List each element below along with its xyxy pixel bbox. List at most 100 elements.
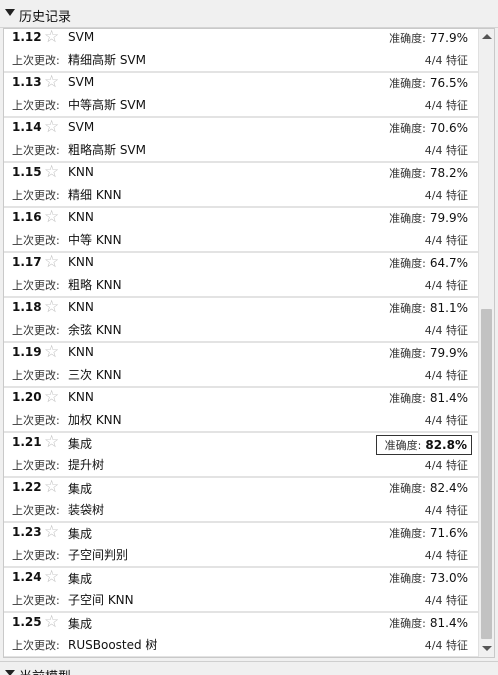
favorite-star-icon[interactable]: ☆ bbox=[44, 342, 60, 362]
last-change-label: 上次更改: bbox=[12, 234, 60, 247]
history-panel-title: 历史记录 bbox=[19, 10, 72, 25]
favorite-star-icon[interactable]: ☆ bbox=[44, 117, 60, 137]
model-type: SVM bbox=[68, 30, 95, 44]
model-type: KNN bbox=[68, 390, 94, 404]
accuracy-label: 准确度: bbox=[389, 482, 426, 495]
model-type: 集成 bbox=[68, 572, 93, 586]
model-number: 1.20 bbox=[12, 390, 42, 404]
accuracy-value: 73.0% bbox=[429, 571, 468, 585]
accuracy-label: 准确度: bbox=[389, 77, 426, 90]
collapse-caret-icon[interactable] bbox=[5, 9, 15, 16]
history-panel-header[interactable]: 历史记录 bbox=[0, 0, 498, 28]
scroll-up-arrow-icon[interactable] bbox=[482, 34, 492, 39]
history-row[interactable]: 1.12 ☆ SVM 上次更改: 精细高斯 SVM 准确度: 77.9% 4/4 特征 bbox=[4, 28, 478, 73]
accuracy: 准确度: 71.6% bbox=[389, 525, 468, 541]
model-type: 集成 bbox=[68, 482, 93, 496]
scroll-thumb[interactable] bbox=[481, 309, 492, 639]
accuracy: 准确度: 78.2% bbox=[389, 165, 468, 181]
favorite-star-icon[interactable]: ☆ bbox=[44, 612, 60, 632]
history-row[interactable]: 1.24 ☆ 集成 上次更改: 子空间 KNN 准确度: 73.0% 4/4 特征 bbox=[4, 568, 478, 613]
last-change-value: 装袋树 bbox=[68, 503, 105, 517]
feature-count: 4/4 特征 bbox=[424, 144, 468, 157]
last-change-label: 上次更改: bbox=[12, 504, 60, 517]
favorite-star-icon[interactable]: ☆ bbox=[44, 252, 60, 272]
accuracy-value: 78.2% bbox=[429, 166, 468, 180]
favorite-star-icon[interactable]: ☆ bbox=[44, 567, 60, 587]
feature-count: 4/4 特征 bbox=[424, 369, 468, 382]
feature-count: 4/4 特征 bbox=[424, 234, 468, 247]
accuracy-value: 79.9% bbox=[429, 211, 468, 225]
feature-count: 4/4 特征 bbox=[424, 54, 468, 67]
accuracy: 准确度: 73.0% bbox=[389, 570, 468, 586]
history-row[interactable]: 1.20 ☆ KNN 上次更改: 加权 KNN 准确度: 81.4% 4/4 特征 bbox=[4, 388, 478, 433]
feature-count: 4/4 特征 bbox=[424, 324, 468, 337]
model-type: SVM bbox=[68, 75, 95, 89]
model-number: 1.17 bbox=[12, 255, 42, 269]
accuracy-value: 82.4% bbox=[429, 481, 468, 495]
history-row[interactable]: 1.14 ☆ SVM 上次更改: 粗略高斯 SVM 准确度: 70.6% 4/4 特征 bbox=[4, 118, 478, 163]
favorite-star-icon[interactable]: ☆ bbox=[44, 72, 60, 92]
history-row[interactable]: 1.23 ☆ 集成 上次更改: 子空间判别 准确度: 71.6% 4/4 特征 bbox=[4, 523, 478, 568]
model-number: 1.12 bbox=[12, 30, 42, 44]
accuracy-value: 81.4% bbox=[429, 391, 468, 405]
history-row[interactable]: 1.25 ☆ 集成 上次更改: RUSBoosted 树 准确度: 81.4% 4/4 特征 bbox=[4, 612, 478, 657]
history-row[interactable]: 1.16 ☆ KNN 上次更改: 中等 KNN 准确度: 79.9% 4/4 特征 bbox=[4, 208, 478, 253]
last-change-label: 上次更改: bbox=[12, 99, 60, 112]
favorite-star-icon[interactable]: ☆ bbox=[44, 28, 60, 47]
current-model-panel-header[interactable]: 当前模型 bbox=[0, 661, 498, 675]
favorite-star-icon[interactable]: ☆ bbox=[44, 387, 60, 407]
last-change-value: 精细高斯 SVM bbox=[68, 53, 146, 67]
model-number: 1.14 bbox=[12, 120, 42, 134]
accuracy-label: 准确度: bbox=[389, 32, 426, 45]
favorite-star-icon[interactable]: ☆ bbox=[44, 477, 60, 497]
favorite-star-icon[interactable]: ☆ bbox=[44, 522, 60, 542]
accuracy-value: 64.7% bbox=[429, 256, 468, 270]
history-row[interactable]: 1.17 ☆ KNN 上次更改: 粗略 KNN 准确度: 64.7% 4/4 特征 bbox=[4, 253, 478, 298]
last-change-label: 上次更改: bbox=[12, 324, 60, 337]
history-row[interactable]: 1.18 ☆ KNN 上次更改: 余弦 KNN 准确度: 81.1% 4/4 特征 bbox=[4, 298, 478, 343]
model-number: 1.19 bbox=[12, 345, 42, 359]
collapse-caret-icon[interactable] bbox=[5, 670, 15, 675]
feature-count: 4/4 特征 bbox=[424, 279, 468, 292]
accuracy: 准确度: 82.8% bbox=[375, 435, 472, 455]
accuracy-value: 79.9% bbox=[429, 346, 468, 360]
last-change-label: 上次更改: bbox=[12, 594, 60, 607]
last-change-value: 子空间判别 bbox=[68, 548, 129, 562]
accuracy-label: 准确度: bbox=[389, 122, 426, 135]
last-change-value: 中等高斯 SVM bbox=[68, 98, 146, 112]
model-number: 1.22 bbox=[12, 480, 42, 494]
favorite-star-icon[interactable]: ☆ bbox=[44, 297, 60, 317]
last-change-value: RUSBoosted 树 bbox=[68, 638, 158, 652]
accuracy: 准确度: 77.9% bbox=[389, 30, 468, 46]
last-change-value: 精细 KNN bbox=[68, 188, 122, 202]
model-number: 1.18 bbox=[12, 300, 42, 314]
vertical-scrollbar[interactable] bbox=[478, 29, 494, 657]
model-type: KNN bbox=[68, 255, 94, 269]
model-type: 集成 bbox=[68, 437, 93, 451]
last-change-value: 三次 KNN bbox=[68, 368, 122, 382]
history-row[interactable]: 1.13 ☆ SVM 上次更改: 中等高斯 SVM 准确度: 76.5% 4/4 特征 bbox=[4, 73, 478, 118]
model-number: 1.23 bbox=[12, 525, 42, 539]
favorite-star-icon[interactable]: ☆ bbox=[44, 432, 60, 452]
last-change-value: 粗略高斯 SVM bbox=[68, 143, 146, 157]
history-list[interactable]: 1.12 ☆ SVM 上次更改: 精细高斯 SVM 准确度: 77.9% 4/4 特征 1.13… bbox=[3, 28, 495, 658]
feature-count: 4/4 特征 bbox=[424, 549, 468, 562]
scroll-down-arrow-icon[interactable] bbox=[482, 646, 492, 651]
accuracy-label: 准确度: bbox=[389, 572, 426, 585]
history-row[interactable]: 1.15 ☆ KNN 上次更改: 精细 KNN 准确度: 78.2% 4/4 特征 bbox=[4, 163, 478, 208]
history-row[interactable]: 1.19 ☆ KNN 上次更改: 三次 KNN 准确度: 79.9% 4/4 特征 bbox=[4, 343, 478, 388]
accuracy-value: 81.4% bbox=[429, 616, 468, 630]
history-row[interactable]: 1.21 ☆ 集成 上次更改: 提升树 准确度: 82.8% 4/4 特征 bbox=[4, 433, 478, 478]
favorite-star-icon[interactable]: ☆ bbox=[44, 207, 60, 227]
accuracy-value: 82.8% bbox=[425, 438, 467, 452]
favorite-star-icon[interactable]: ☆ bbox=[44, 162, 60, 182]
feature-count: 4/4 特征 bbox=[424, 189, 468, 202]
model-type: KNN bbox=[68, 345, 94, 359]
last-change-value: 子空间 KNN bbox=[68, 593, 134, 607]
accuracy-label: 准确度: bbox=[389, 617, 426, 630]
accuracy: 准确度: 79.9% bbox=[389, 210, 468, 226]
accuracy-value: 81.1% bbox=[429, 301, 468, 315]
accuracy-label: 准确度: bbox=[389, 392, 426, 405]
history-row[interactable]: 1.22 ☆ 集成 上次更改: 装袋树 准确度: 82.4% 4/4 特征 bbox=[4, 478, 478, 523]
feature-count: 4/4 特征 bbox=[424, 504, 468, 517]
